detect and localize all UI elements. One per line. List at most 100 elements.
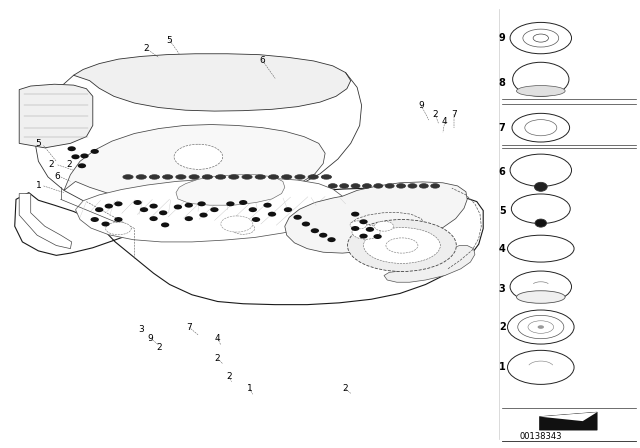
Ellipse shape — [374, 221, 394, 231]
Ellipse shape — [239, 200, 248, 205]
Ellipse shape — [511, 194, 570, 224]
Text: 4: 4 — [499, 244, 506, 254]
Ellipse shape — [95, 207, 104, 212]
Ellipse shape — [72, 154, 79, 159]
Ellipse shape — [351, 184, 360, 188]
Ellipse shape — [249, 207, 257, 212]
Polygon shape — [19, 194, 72, 249]
Ellipse shape — [123, 175, 133, 179]
Ellipse shape — [268, 175, 278, 179]
Ellipse shape — [523, 29, 559, 47]
Polygon shape — [15, 188, 483, 305]
Ellipse shape — [174, 144, 223, 169]
Ellipse shape — [184, 216, 193, 221]
Ellipse shape — [134, 200, 142, 205]
Polygon shape — [285, 182, 467, 253]
Ellipse shape — [533, 34, 548, 42]
Ellipse shape — [340, 184, 349, 188]
Ellipse shape — [534, 182, 547, 191]
Polygon shape — [540, 412, 597, 421]
Ellipse shape — [535, 219, 547, 227]
Polygon shape — [540, 412, 597, 430]
Ellipse shape — [105, 203, 113, 209]
Ellipse shape — [328, 184, 337, 188]
Text: 5: 5 — [36, 139, 41, 148]
Text: 9: 9 — [148, 334, 153, 343]
Ellipse shape — [242, 175, 252, 179]
Ellipse shape — [81, 153, 88, 159]
Ellipse shape — [508, 350, 574, 384]
Text: 6: 6 — [55, 172, 60, 181]
Ellipse shape — [510, 154, 572, 186]
Ellipse shape — [508, 235, 574, 262]
Ellipse shape — [359, 220, 367, 224]
Text: 4: 4 — [442, 117, 447, 126]
Text: 2: 2 — [433, 110, 438, 119]
Ellipse shape — [350, 221, 367, 229]
Ellipse shape — [386, 238, 418, 253]
Ellipse shape — [189, 175, 199, 179]
Text: 4: 4 — [215, 334, 220, 343]
Ellipse shape — [510, 271, 572, 302]
Ellipse shape — [348, 220, 456, 271]
Text: 2: 2 — [499, 322, 506, 332]
Text: 2: 2 — [67, 160, 72, 169]
Ellipse shape — [78, 164, 86, 168]
Ellipse shape — [525, 120, 557, 136]
Text: 8: 8 — [499, 78, 506, 88]
Polygon shape — [19, 84, 93, 148]
Ellipse shape — [311, 228, 319, 233]
Ellipse shape — [362, 184, 371, 188]
Text: 3: 3 — [499, 284, 506, 294]
Polygon shape — [351, 212, 426, 240]
Text: 2: 2 — [215, 354, 220, 363]
Text: 7: 7 — [452, 110, 457, 119]
Text: 1: 1 — [499, 362, 506, 372]
Ellipse shape — [512, 113, 570, 142]
Ellipse shape — [228, 175, 239, 179]
Ellipse shape — [106, 222, 131, 235]
Ellipse shape — [197, 202, 206, 206]
Ellipse shape — [136, 175, 147, 179]
Text: 2: 2 — [143, 44, 148, 53]
Ellipse shape — [528, 321, 554, 333]
Text: 00138343: 00138343 — [520, 432, 562, 441]
Ellipse shape — [351, 226, 360, 231]
Ellipse shape — [301, 222, 310, 227]
Ellipse shape — [397, 184, 406, 188]
Ellipse shape — [518, 315, 564, 339]
Ellipse shape — [516, 291, 565, 303]
Ellipse shape — [321, 175, 332, 179]
Ellipse shape — [184, 202, 193, 208]
Ellipse shape — [351, 212, 360, 217]
Ellipse shape — [408, 184, 417, 188]
Ellipse shape — [91, 217, 99, 222]
Ellipse shape — [210, 207, 219, 212]
Ellipse shape — [150, 203, 157, 209]
Ellipse shape — [327, 237, 336, 242]
Ellipse shape — [150, 216, 157, 221]
Ellipse shape — [308, 175, 318, 179]
Ellipse shape — [221, 216, 253, 232]
Ellipse shape — [268, 212, 276, 217]
Ellipse shape — [163, 175, 173, 179]
Ellipse shape — [293, 215, 302, 220]
Ellipse shape — [255, 175, 266, 179]
Text: 2: 2 — [227, 372, 232, 381]
Text: 6: 6 — [499, 168, 506, 177]
Text: 2: 2 — [49, 160, 54, 169]
Polygon shape — [64, 125, 325, 202]
Ellipse shape — [202, 175, 212, 179]
Ellipse shape — [140, 207, 148, 212]
Text: 9: 9 — [499, 33, 506, 43]
Ellipse shape — [216, 175, 226, 179]
Text: 7: 7 — [499, 123, 506, 133]
Ellipse shape — [263, 202, 272, 208]
Ellipse shape — [319, 233, 328, 238]
Ellipse shape — [516, 86, 565, 96]
Ellipse shape — [374, 184, 383, 188]
Ellipse shape — [365, 227, 374, 232]
Ellipse shape — [149, 175, 159, 179]
Text: 2: 2 — [343, 384, 348, 393]
Ellipse shape — [252, 217, 260, 222]
